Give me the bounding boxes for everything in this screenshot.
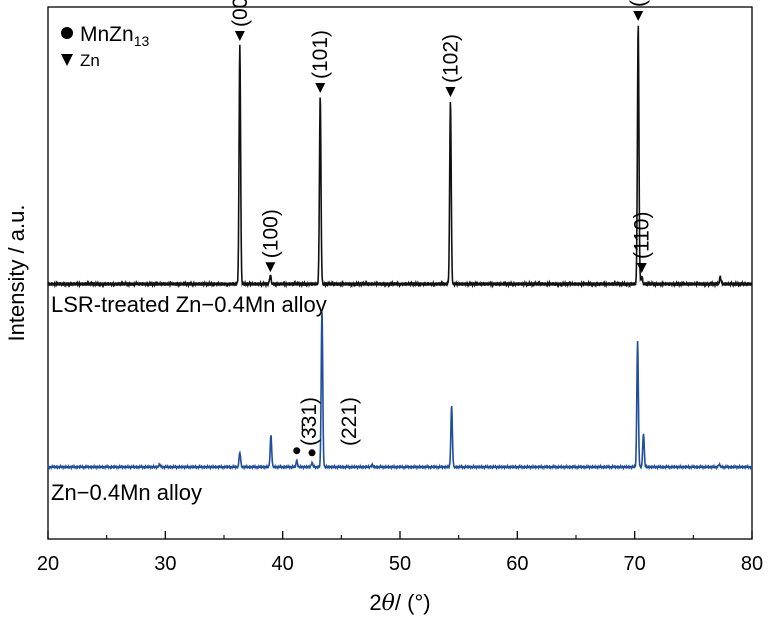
mnzn13-peak-marker	[293, 447, 301, 455]
x-tick-label-80: 80	[741, 553, 763, 575]
mnzn13-peak-marker	[308, 449, 316, 457]
x-axis-label-theta: θ	[382, 591, 395, 616]
x-tick-label-20: 20	[37, 553, 59, 575]
legend-circle-marker	[61, 27, 73, 39]
x-axis-label: 2θ/ (°)	[369, 590, 430, 616]
series-line-untreated	[47, 311, 753, 471]
y-axis-label: Intensity / a.u.	[4, 205, 29, 342]
peak-label-bottom-1: (221)	[338, 397, 361, 446]
x-tick-label-70: 70	[624, 553, 646, 575]
annotation-layer: (002) (100) (101) (102) (103) (110) (3̄31) (221…	[229, 0, 654, 457]
x-tick-label-60: 60	[506, 553, 528, 575]
peak-label-top-1: (100)	[259, 209, 282, 258]
x-axis-ticks: 20 30 40 50 60 70 80	[37, 531, 763, 575]
legend-label-mnzn13-base: MnZn	[80, 23, 134, 46]
peak-label-top-5: (110)	[631, 212, 654, 259]
zn-peak-marker	[234, 31, 245, 41]
peak-label-top-4: (103)	[627, 0, 650, 7]
legend-label-zn: Zn	[80, 51, 100, 70]
peak-label-top-3: (102)	[439, 34, 462, 83]
x-tick-label-40: 40	[272, 553, 294, 575]
series-layer	[47, 25, 753, 471]
plot-frame	[47, 6, 753, 540]
x-axis-label-unit: / (°)	[395, 590, 431, 615]
x-tick-label-30: 30	[154, 553, 176, 575]
legend: MnZn13 Zn	[61, 23, 149, 70]
peak-label-top-2: (101)	[309, 30, 332, 79]
legend-label-mnzn13: MnZn13	[80, 23, 149, 49]
legend-label-mnzn13-sub: 13	[134, 33, 150, 49]
peak-label-top-0: (002)	[229, 0, 252, 27]
peak-label-bottom-0: (3̄31)	[298, 397, 321, 446]
zn-peak-marker	[445, 87, 456, 97]
series-line-lsr-treated	[47, 25, 753, 289]
x-axis-label-2: 2	[369, 590, 381, 615]
zn-peak-marker	[633, 11, 644, 21]
zn-peak-marker	[265, 262, 276, 273]
zn-peak-marker	[315, 83, 326, 93]
x-tick-label-50: 50	[389, 553, 411, 575]
series-label-top: LSR-treated Zn−0.4Mn alloy	[51, 292, 327, 317]
legend-triangle-marker	[61, 54, 73, 66]
zn-peak-marker	[636, 263, 647, 273]
series-label-bottom: Zn−0.4Mn alloy	[51, 480, 202, 505]
